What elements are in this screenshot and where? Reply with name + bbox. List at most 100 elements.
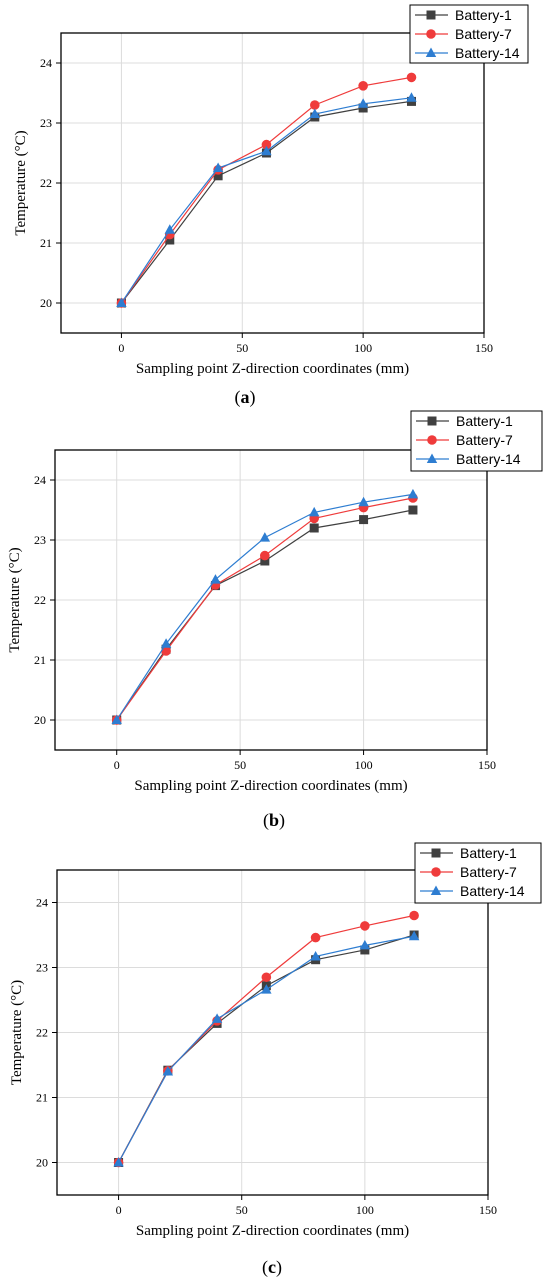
caption-letter: b (269, 810, 279, 830)
data-point (165, 235, 175, 245)
series-battery-1 (114, 930, 419, 1167)
series-line (116, 497, 414, 721)
data-point (406, 92, 417, 102)
series-battery-14 (113, 930, 420, 1167)
data-point (259, 532, 271, 542)
data-point (310, 932, 321, 943)
y-tick-label: 24 (34, 473, 46, 487)
series-line (120, 97, 412, 304)
caption-paren-open: ( (235, 387, 241, 408)
x-axis-label: Sampling point Z-direction coordinates (… (136, 1223, 409, 1239)
series-battery-14 (111, 488, 419, 724)
y-tick-label: 22 (40, 176, 52, 190)
x-axis-label: Sampling point Z-direction coordinates (… (136, 361, 409, 377)
y-axis-label: Temperature (°C) (9, 980, 25, 1085)
data-point (113, 1157, 124, 1167)
chart-panel-2: 0 50 100 150 20 21 22 23 24 Sampling point Z-dire… (7, 410, 543, 831)
legend-label: Battery-14 (456, 451, 521, 467)
data-point (309, 523, 319, 533)
y-tick-label: 23 (40, 116, 52, 130)
legend-label: Battery-14 (460, 883, 525, 899)
data-point (359, 939, 371, 950)
legend-label: Battery-1 (460, 845, 517, 861)
data-point (407, 488, 419, 499)
data-point (164, 224, 175, 234)
legend-swatch-marker (426, 453, 438, 463)
legend-swatch-marker (425, 47, 437, 57)
caption-paren-close: ) (276, 1257, 282, 1278)
x-tick-label: 50 (234, 758, 246, 772)
data-point (116, 297, 127, 307)
data-point (360, 921, 370, 931)
x-tick-label: 0 (118, 341, 124, 355)
y-tick-label: 21 (34, 653, 46, 667)
legend: Battery-1 Battery-7 Battery-14 (409, 4, 529, 64)
data-point (260, 556, 270, 566)
y-tick-label: 24 (36, 896, 48, 910)
legend-swatch-marker (431, 848, 441, 858)
data-point (213, 171, 223, 181)
x-tick-label: 100 (354, 341, 372, 355)
legend-swatch-marker (431, 867, 441, 877)
y-tick-label: 21 (40, 236, 52, 250)
x-tick-label: 150 (479, 1203, 497, 1217)
data-point (261, 984, 272, 994)
x-tick-label: 100 (356, 1203, 374, 1217)
data-point (309, 506, 320, 517)
data-point (358, 81, 368, 91)
legend-label: Battery-7 (456, 432, 513, 448)
data-point (408, 930, 420, 941)
data-point (409, 910, 419, 921)
x-axis-label: Sampling point Z-direction coordinates (… (134, 778, 407, 794)
data-point (357, 98, 369, 108)
legend-label: Battery-1 (455, 7, 512, 23)
y-tick-label: 23 (34, 533, 46, 547)
x-tick-label: 50 (236, 1203, 248, 1217)
grid-lines (57, 870, 489, 1195)
caption-paren-open: ( (262, 1257, 268, 1278)
chart-panel-1: 0 50 100 150 20 21 22 23 24 Sampling point Z-dire… (13, 4, 529, 408)
data-point (261, 972, 272, 983)
caption-paren-close: ) (250, 387, 256, 408)
data-point (310, 100, 320, 110)
grid-lines (55, 450, 488, 750)
series-battery-1 (116, 96, 416, 308)
y-tick-label: 22 (36, 1026, 48, 1040)
legend-label: Battery-1 (456, 413, 513, 429)
data-point (310, 950, 321, 961)
y-tick-label: 23 (36, 961, 48, 975)
legend-label: Battery-7 (460, 864, 517, 880)
legend: Battery-1 Battery-7 Battery-14 (410, 410, 543, 472)
data-point (309, 108, 320, 118)
data-point (358, 496, 369, 507)
data-point (212, 162, 224, 172)
y-axis-label: Temperature (°C) (7, 547, 23, 652)
y-tick-label: 24 (40, 56, 52, 70)
legend-swatch-marker (427, 416, 437, 426)
legend-swatch-marker (427, 435, 437, 445)
y-tick-label: 22 (34, 593, 46, 607)
x-tick-label: 50 (236, 341, 248, 355)
legend: Battery-1 Battery-7 Battery-14 (414, 842, 542, 904)
series-line (120, 76, 412, 304)
data-point (408, 505, 418, 515)
series-line (120, 100, 412, 304)
series-battery-14 (116, 92, 417, 307)
data-point (360, 945, 370, 955)
x-tick-label: 100 (355, 758, 373, 772)
series-line (116, 493, 414, 721)
legend-swatch-marker (426, 10, 436, 20)
legend-swatch-marker (430, 885, 442, 895)
data-point (358, 103, 368, 113)
data-point (261, 145, 272, 156)
data-point (359, 515, 369, 525)
series-battery-7 (116, 72, 417, 308)
caption-letter: c (268, 1257, 276, 1277)
legend-label: Battery-7 (455, 26, 512, 42)
data-point (210, 574, 221, 584)
y-tick-label: 21 (36, 1091, 48, 1105)
series-line (118, 934, 415, 1163)
panel-caption: (a) (235, 387, 256, 408)
caption-paren-close: ) (279, 810, 285, 831)
